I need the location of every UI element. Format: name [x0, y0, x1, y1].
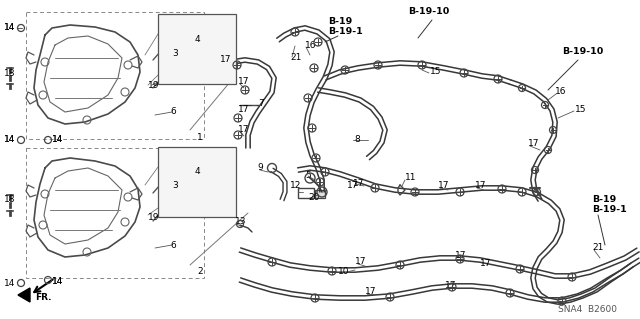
- Text: 17: 17: [528, 139, 540, 149]
- Text: B-19-10: B-19-10: [408, 8, 449, 17]
- Text: 19: 19: [148, 80, 159, 90]
- Text: FR.: FR.: [35, 293, 51, 302]
- Text: 4: 4: [195, 167, 200, 176]
- Text: 14: 14: [4, 136, 15, 145]
- Text: 17: 17: [365, 287, 376, 296]
- Text: 14: 14: [4, 279, 15, 288]
- Text: 17: 17: [347, 181, 358, 189]
- Text: 14: 14: [52, 278, 63, 286]
- Text: 14: 14: [4, 24, 15, 33]
- Text: 17: 17: [238, 125, 250, 135]
- Text: 2: 2: [197, 266, 203, 276]
- Text: 21: 21: [592, 243, 604, 253]
- Text: 1: 1: [197, 133, 203, 143]
- Text: 8: 8: [354, 136, 360, 145]
- Text: 17: 17: [455, 250, 467, 259]
- Text: 18: 18: [4, 196, 15, 204]
- Text: 17: 17: [220, 56, 232, 64]
- Text: 13: 13: [235, 218, 246, 226]
- FancyBboxPatch shape: [315, 190, 325, 198]
- Text: 14: 14: [52, 136, 63, 145]
- Text: 3: 3: [172, 182, 178, 190]
- Text: 17: 17: [353, 179, 365, 188]
- Text: 17: 17: [355, 257, 367, 266]
- Text: B-19-1: B-19-1: [328, 26, 363, 35]
- Text: B-19-10: B-19-10: [562, 48, 604, 56]
- Text: 6: 6: [170, 241, 176, 249]
- Text: 14: 14: [4, 136, 15, 145]
- Text: 20: 20: [308, 194, 319, 203]
- Text: 7: 7: [258, 100, 264, 108]
- Text: 17: 17: [238, 78, 250, 86]
- FancyBboxPatch shape: [158, 147, 236, 217]
- Text: B-19: B-19: [328, 18, 352, 26]
- Text: 11: 11: [405, 174, 417, 182]
- Text: 5: 5: [305, 170, 311, 180]
- Text: 19: 19: [148, 213, 159, 222]
- Text: 3: 3: [172, 49, 178, 58]
- Text: 15: 15: [430, 68, 442, 77]
- Text: 17: 17: [475, 182, 486, 190]
- Text: 17: 17: [238, 106, 250, 115]
- Text: 14: 14: [52, 136, 63, 145]
- Text: 16: 16: [555, 87, 566, 97]
- Text: 6: 6: [170, 108, 176, 116]
- Text: SNA4  B2600: SNA4 B2600: [558, 306, 617, 315]
- Text: 10: 10: [338, 268, 349, 277]
- Text: 9: 9: [257, 164, 263, 173]
- FancyBboxPatch shape: [158, 14, 236, 84]
- Text: 17: 17: [438, 182, 449, 190]
- Text: 21: 21: [290, 54, 301, 63]
- Text: B-19: B-19: [592, 196, 616, 204]
- Polygon shape: [18, 288, 30, 302]
- Text: 12: 12: [290, 182, 301, 190]
- Text: 14: 14: [4, 24, 15, 33]
- Text: 16: 16: [305, 41, 317, 49]
- Text: 18: 18: [4, 70, 15, 78]
- Text: 15: 15: [575, 106, 586, 115]
- Text: 17: 17: [445, 281, 456, 291]
- Text: B-19-1: B-19-1: [592, 205, 627, 214]
- Text: 4: 4: [195, 35, 200, 44]
- Text: 14: 14: [52, 278, 63, 286]
- Text: 17: 17: [480, 258, 492, 268]
